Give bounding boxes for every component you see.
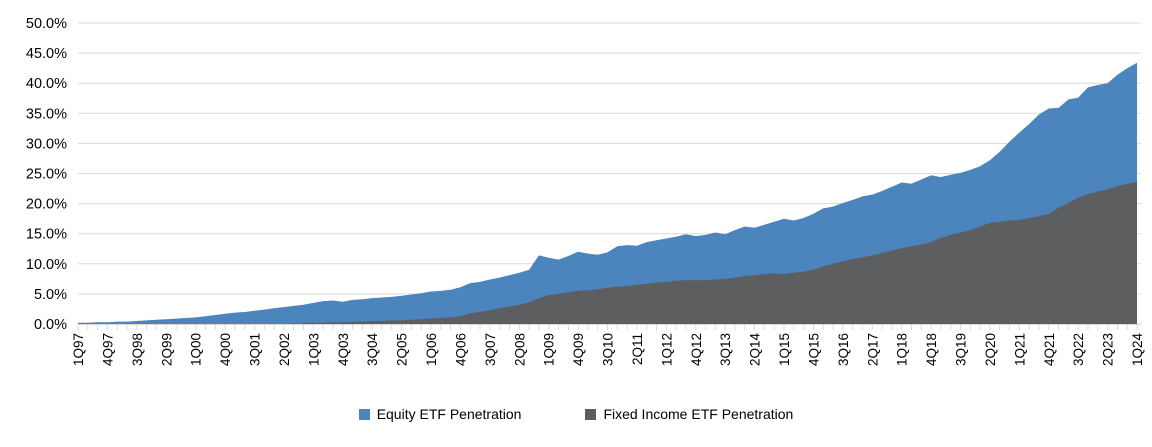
x-axis-label: 1Q06: [424, 333, 439, 366]
y-axis-label: 35.0%: [26, 106, 67, 122]
x-axis-label: 3Q01: [248, 333, 263, 366]
x-axis-label: 4Q06: [453, 333, 468, 366]
y-axis-label: 5.0%: [34, 287, 67, 303]
x-axis-label: 1Q15: [777, 333, 792, 366]
legend-label-fixed-income: Fixed Income ETF Penetration: [603, 406, 794, 422]
x-axis-label: 1Q97: [71, 333, 86, 366]
y-axis-label: 25.0%: [26, 167, 67, 183]
chart-legend: Equity ETF Penetration Fixed Income ETF …: [0, 401, 1152, 427]
x-axis-label: 3Q04: [365, 333, 380, 367]
y-axis-label: 45.0%: [26, 46, 67, 62]
y-axis-label: 30.0%: [26, 136, 67, 152]
legend-item-equity: Equity ETF Penetration: [358, 406, 522, 422]
x-axis-label: 4Q18: [924, 333, 939, 366]
x-axis-label: 2Q11: [630, 333, 645, 365]
x-axis-label: 4Q00: [218, 333, 233, 366]
x-axis-label: 4Q15: [806, 333, 821, 366]
x-axis-label: 4Q09: [571, 333, 586, 366]
y-axis-label: 50.0%: [26, 16, 67, 32]
x-axis-label: 3Q10: [601, 333, 616, 366]
x-axis-label: 3Q13: [718, 333, 733, 366]
y-axis-label: 10.0%: [26, 257, 67, 273]
x-axis-label: 3Q19: [954, 333, 969, 366]
x-axis-label: 3Q98: [130, 333, 145, 366]
x-axis-label: 2Q02: [277, 333, 292, 366]
y-axis-label: 40.0%: [26, 76, 67, 92]
x-axis-label: 1Q21: [1012, 333, 1027, 366]
x-axis-label: 2Q23: [1101, 333, 1116, 366]
x-axis-label: 3Q16: [836, 333, 851, 366]
legend-item-fixed-income: Fixed Income ETF Penetration: [585, 407, 793, 421]
x-axis-label: 1Q12: [659, 333, 674, 366]
x-axis-label: 2Q08: [512, 333, 527, 366]
y-axis-label: 0.0%: [34, 317, 67, 333]
x-axis-label: 2Q17: [865, 333, 880, 366]
legend-label-equity: Equity ETF Penetration: [376, 406, 522, 422]
x-axis-label: 1Q00: [189, 333, 204, 366]
x-axis-label: 4Q21: [1042, 333, 1057, 366]
etf-penetration-area-chart: 0.0% 5.0% 10.0% 15.0% 20.0% 25.0% 30.0% 35.0% 40…: [26, 16, 1145, 367]
x-axis-label: 3Q22: [1071, 333, 1086, 366]
area-fixed-income-etf-penetration: [78, 181, 1137, 324]
x-axis-label: 1Q18: [895, 333, 910, 366]
x-axis-label: 1Q03: [306, 333, 321, 366]
x-axis-label: 2Q14: [748, 333, 763, 367]
y-axis-label: 15.0%: [26, 227, 67, 243]
x-axis-label: 1Q24: [1130, 333, 1145, 367]
x-axis-label: 4Q12: [689, 333, 704, 366]
legend-swatch-equity-icon: [358, 408, 370, 420]
x-axis-label: 4Q03: [336, 333, 351, 366]
x-axis-label: 2Q99: [159, 333, 174, 366]
x-axis-label: 2Q20: [983, 333, 998, 366]
y-axis-label: 20.0%: [26, 197, 67, 213]
x-axis-label: 3Q07: [483, 333, 498, 366]
legend-swatch-fixed-income-icon: [585, 408, 597, 420]
x-axis-label: 2Q05: [395, 333, 410, 366]
x-axis-label: 1Q09: [542, 333, 557, 366]
x-axis-label: 4Q97: [100, 333, 115, 366]
